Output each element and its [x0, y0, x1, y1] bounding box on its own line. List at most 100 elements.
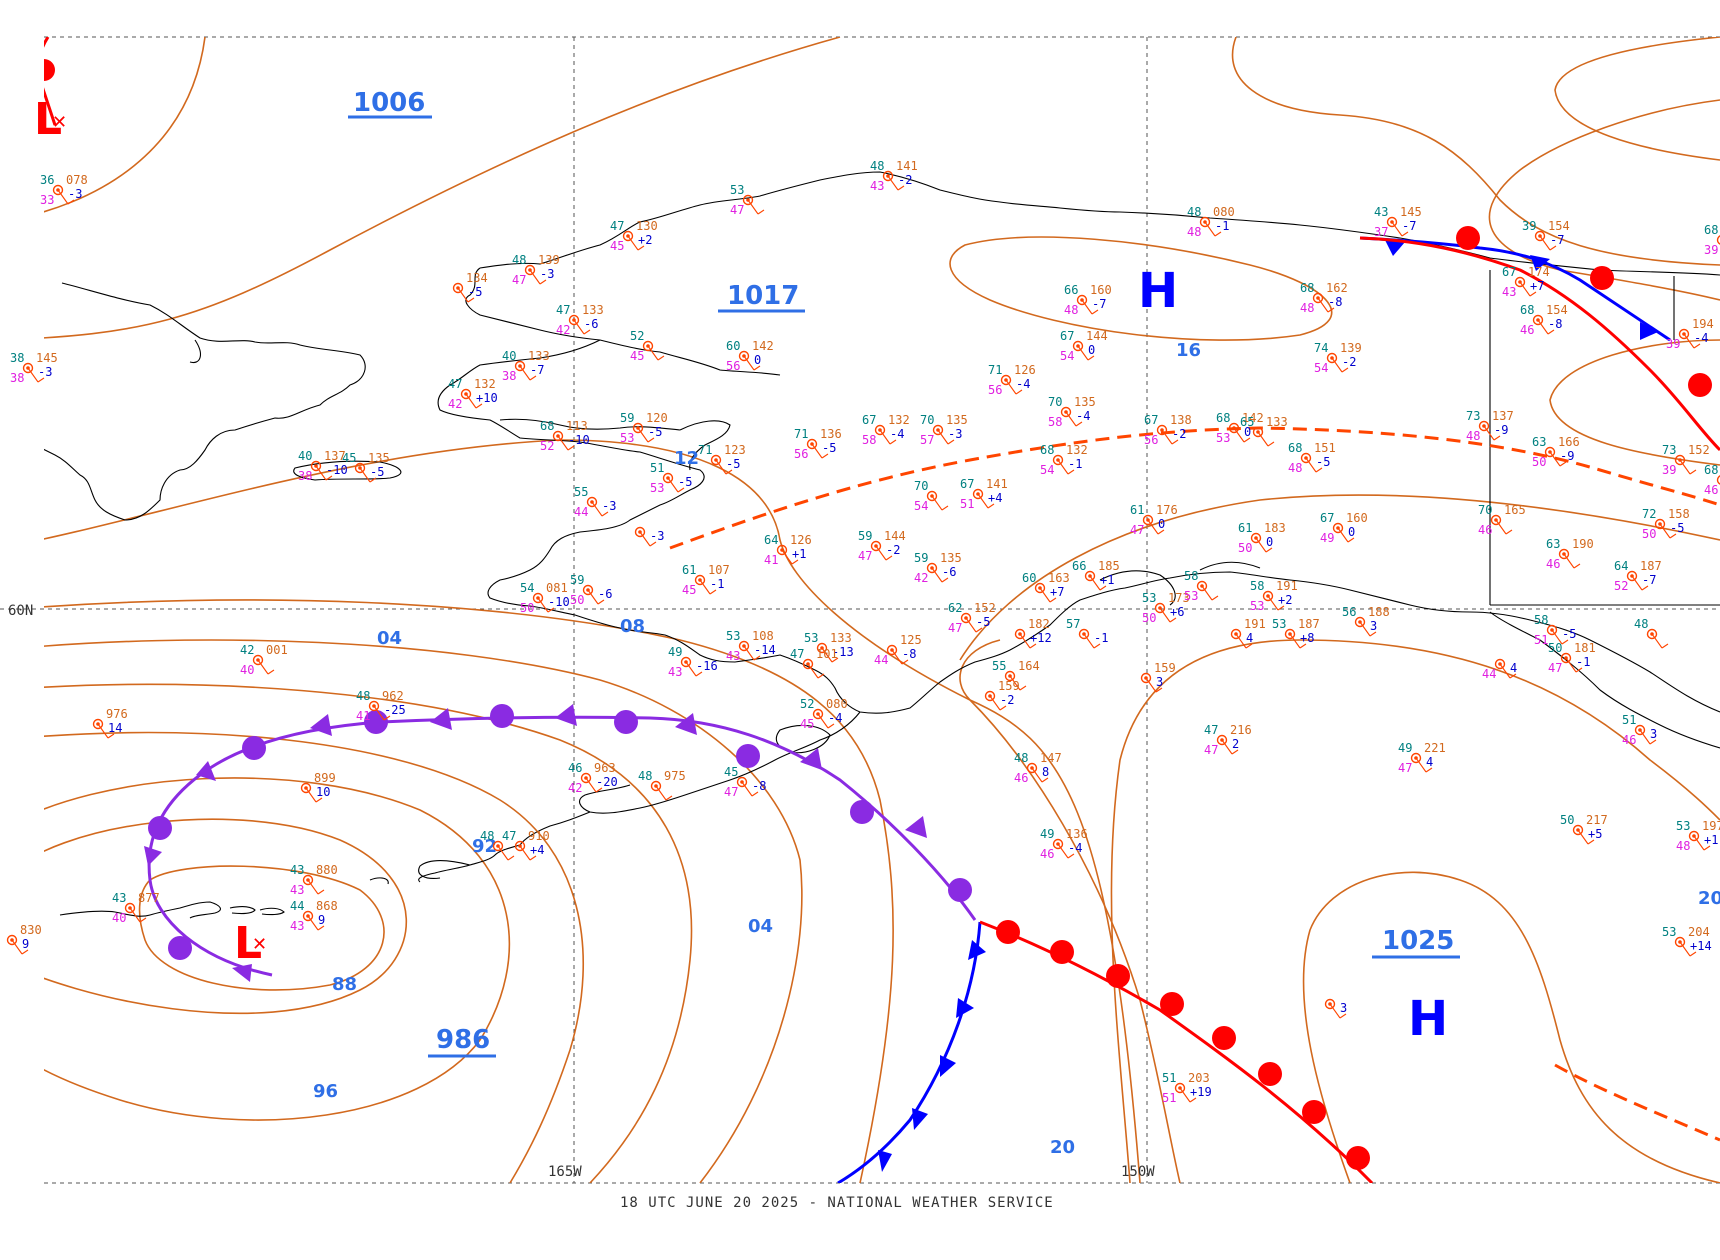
isobars — [44, 37, 1720, 1183]
station-plot: 44 4 — [1482, 658, 1517, 681]
station-plot: 36 078 33 -3 — [40, 173, 88, 207]
station-d: 37 — [1374, 225, 1388, 239]
station-plot: -3 — [634, 526, 664, 547]
isobar-label: 92 — [472, 836, 497, 857]
station-tend: -8 — [902, 647, 916, 661]
high-symbol-gulf: H — [1408, 991, 1448, 1047]
station-d: 42 — [914, 571, 928, 585]
station-t: 64 — [764, 533, 778, 547]
station-t: 48 — [480, 829, 494, 843]
station-circle — [710, 454, 722, 466]
station-tend: -4 — [1076, 409, 1090, 423]
station-d: 46 — [1546, 557, 1560, 571]
wind-barb — [1415, 757, 1433, 773]
station-t: 51 — [1162, 1071, 1176, 1085]
station-t: 65 — [1240, 415, 1254, 429]
station-circle — [1688, 830, 1700, 842]
wind-barb — [537, 597, 555, 613]
occluded-front — [144, 704, 977, 982]
station-plot: 51 53 -5 — [650, 461, 692, 495]
station-plot: 51 203 51 +19 — [1162, 1071, 1212, 1105]
station-plot: 59 135 42 -6 — [914, 551, 962, 585]
station-circle — [806, 438, 818, 450]
station-p: 181 — [1574, 641, 1596, 655]
station-d: 53 — [1216, 431, 1230, 445]
station-d: 46 — [1040, 847, 1054, 861]
station-tend: -3 — [602, 499, 616, 513]
station-circle — [1332, 522, 1344, 534]
station-d: 48 — [1288, 461, 1302, 475]
station-p: 141 — [896, 159, 918, 173]
station-circle — [1196, 580, 1208, 592]
station-tend: -4 — [890, 427, 904, 441]
station-d: 42 — [448, 397, 462, 411]
wind-barb — [1551, 629, 1569, 645]
wind-barb — [891, 649, 909, 665]
wind-barb — [977, 493, 995, 509]
station-plot: 71 126 56 -4 — [988, 363, 1036, 397]
station-plot: 47 216 47 2 — [1204, 723, 1252, 757]
wind-barb — [457, 287, 475, 303]
station-tend: +19 — [1190, 1085, 1212, 1099]
station-circle — [886, 644, 898, 656]
station-t: 55 — [992, 659, 1006, 673]
station-d: 40 — [112, 911, 126, 925]
station-t: 61 — [1130, 503, 1144, 517]
station-t: 52 — [800, 697, 814, 711]
station-t: 40 — [502, 349, 516, 363]
station-t: 62 — [948, 601, 962, 615]
station-tend: +14 — [1690, 939, 1712, 953]
wind-barb — [305, 787, 323, 803]
isobar-label: 16 — [1176, 340, 1201, 361]
station-t: 68 — [1216, 411, 1230, 425]
isobar-label: 96 — [313, 1081, 338, 1102]
station-plot: 53 204+14 — [1662, 925, 1712, 957]
station-t: 68 — [1040, 443, 1054, 457]
station-circle — [514, 840, 526, 852]
wind-barb — [1539, 235, 1557, 251]
station-t: 72 — [1642, 507, 1656, 521]
station-t: 47 — [1204, 723, 1218, 737]
station-tend: 9 — [318, 913, 325, 927]
station-t: 68 — [1300, 281, 1314, 295]
wind-barb — [519, 365, 537, 381]
station-t: 63 — [1546, 537, 1560, 551]
station-tend: -10 — [548, 595, 570, 609]
wind-barb — [811, 443, 829, 459]
station-plot: 47 133 42 -6 — [556, 303, 604, 337]
station-p: 132 — [474, 377, 496, 391]
wind-barb — [1679, 459, 1697, 475]
station-plot: 71 123-5 — [698, 443, 746, 475]
station-p: 147 — [1040, 751, 1062, 765]
station-plot: 57 -1 — [1066, 617, 1108, 649]
station-tend: -6 — [598, 587, 612, 601]
station-plot: 49 43 -16 — [668, 645, 718, 679]
station-tend: +5 — [1588, 827, 1602, 841]
station-circle — [1646, 628, 1658, 640]
station-t: 59 — [914, 551, 928, 565]
station-d: 40 — [240, 663, 254, 677]
wind-barb — [1563, 553, 1581, 569]
station-t: 53 — [726, 629, 740, 643]
wind-barb — [1359, 621, 1377, 637]
station-plot: 59 144 47 -2 — [858, 529, 906, 563]
wind-barb — [1081, 299, 1099, 315]
station-p: 160 — [1090, 283, 1112, 297]
station-plot: 72 158 50 -5 — [1642, 507, 1690, 541]
station-tend: 0 — [754, 353, 761, 367]
station-plot: 67 174 43 +7 — [1502, 265, 1550, 299]
station-tend: -2 — [1000, 693, 1014, 707]
isobar-label: 04 — [748, 916, 773, 937]
station-plot: 48 147 46 8 — [1014, 751, 1062, 785]
station-plot: 40 133 38 -7 — [502, 349, 550, 383]
station-d: 41 — [356, 709, 370, 723]
station-t: 55 — [574, 485, 588, 499]
station-circle — [1250, 532, 1262, 544]
station-t: 71 — [698, 443, 712, 457]
station-d: 58 — [1048, 415, 1062, 429]
station-plot: 59 120 53 -5 — [620, 411, 668, 445]
station-tend: -7 — [1092, 297, 1106, 311]
station-circle — [1199, 216, 1211, 228]
